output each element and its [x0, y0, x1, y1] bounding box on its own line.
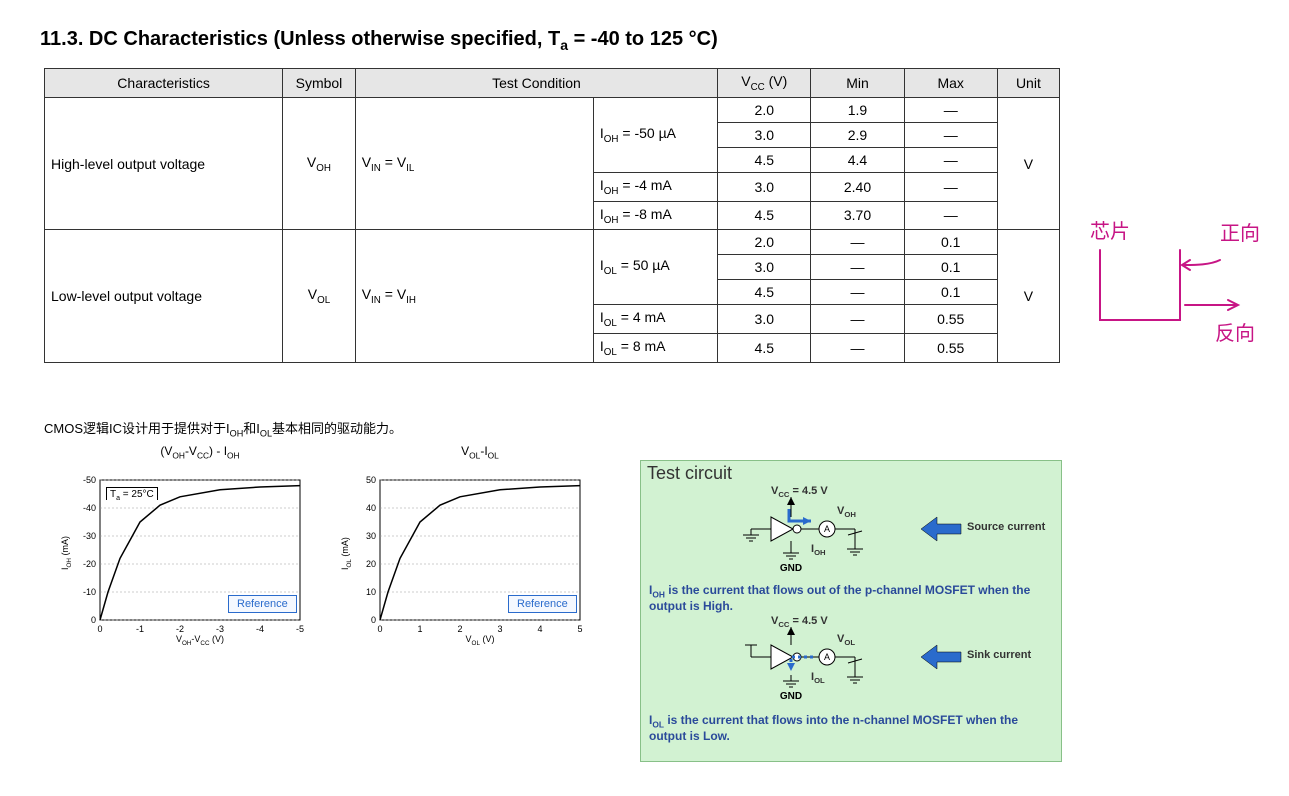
table-row: Low-level output voltageVOLVIN = VIHIOL … — [45, 230, 1060, 255]
cell-max: — — [904, 97, 997, 122]
cell-cond2: IOL = 4 mA — [593, 305, 717, 334]
svg-text:-30: -30 — [83, 531, 96, 541]
svg-text:-20: -20 — [83, 559, 96, 569]
svg-text:40: 40 — [366, 503, 376, 513]
table-header: Characteristics — [45, 69, 283, 98]
svg-text:GND: GND — [780, 563, 802, 574]
table-header: Unit — [997, 69, 1059, 98]
cell-min: — — [811, 255, 904, 280]
svg-text:-50: -50 — [83, 475, 96, 485]
cell-min: 4.4 — [811, 147, 904, 172]
svg-text:50: 50 — [366, 475, 376, 485]
cell-min: 1.9 — [811, 97, 904, 122]
svg-text:4: 4 — [537, 624, 542, 634]
cell-vcc: 3.0 — [718, 122, 811, 147]
cell-vcc: 3.0 — [718, 255, 811, 280]
svg-text:-2: -2 — [176, 624, 184, 634]
svg-text:1: 1 — [417, 624, 422, 634]
cell-min: — — [811, 334, 904, 363]
cell-characteristic: Low-level output voltage — [45, 230, 283, 363]
test-circuit-svg: VCC = 4.5 VAVOHIOHGNDSource currentIOH i… — [641, 461, 1061, 761]
cell-cond2: IOH = -4 mA — [593, 172, 717, 201]
cell-cond2: IOL = 8 mA — [593, 334, 717, 363]
table-header: VCC (V) — [718, 69, 811, 98]
svg-text:3: 3 — [497, 624, 502, 634]
chart-title: (VOH-VCC) - IOH — [100, 444, 300, 460]
cell-vcc: 4.5 — [718, 201, 811, 230]
cell-vcc: 4.5 — [718, 147, 811, 172]
cell-vcc: 3.0 — [718, 305, 811, 334]
dc-char-table: CharacteristicsSymbolTest ConditionVCC (… — [44, 68, 1060, 363]
svg-text:正向: 正向 — [1220, 222, 1260, 245]
svg-text:0: 0 — [377, 624, 382, 634]
table-header: Min — [811, 69, 904, 98]
cell-cond1: VIN = VIH — [355, 230, 593, 363]
section-heading: 11.3. DC Characteristics (Unless otherwi… — [40, 28, 718, 53]
cell-characteristic: High-level output voltage — [45, 97, 283, 230]
svg-text:-1: -1 — [136, 624, 144, 634]
svg-text:-5: -5 — [296, 624, 304, 634]
cell-vcc: 3.0 — [718, 172, 811, 201]
reference-button[interactable]: Reference — [228, 595, 297, 613]
cell-max: 0.55 — [904, 334, 997, 363]
svg-text:A: A — [824, 524, 830, 534]
chart-title: VOL-IOL — [380, 444, 580, 460]
cell-symbol: VOH — [283, 97, 356, 230]
svg-text:-10: -10 — [83, 587, 96, 597]
cell-cond2: IOH = -50 µA — [593, 97, 717, 172]
svg-text:反向: 反向 — [1215, 322, 1255, 345]
svg-text:GND: GND — [780, 691, 802, 702]
table-row: High-level output voltageVOHVIN = VILIOH… — [45, 97, 1060, 122]
hand-annotation: 芯片 正向反向 — [1070, 210, 1280, 370]
cell-max: — — [904, 147, 997, 172]
cell-unit: V — [997, 97, 1059, 230]
svg-text:-4: -4 — [256, 624, 264, 634]
cell-max: 0.1 — [904, 230, 997, 255]
svg-text:5: 5 — [577, 624, 582, 634]
svg-text:芯片: 芯片 — [1090, 220, 1130, 243]
cell-min: 2.9 — [811, 122, 904, 147]
cell-min: 2.40 — [811, 172, 904, 201]
cell-vcc: 2.0 — [718, 97, 811, 122]
table-header: Symbol — [283, 69, 356, 98]
cell-max: 0.55 — [904, 305, 997, 334]
chart-voh-ioh: (VOH-VCC) - IOH 0 -10 -20 -30 -40 -50 0 -1 -2 -3 -4… — [60, 444, 320, 650]
cell-max: — — [904, 172, 997, 201]
svg-text:10: 10 — [366, 587, 376, 597]
table-header: Test Condition — [355, 69, 717, 98]
svg-text:-40: -40 — [83, 503, 96, 513]
cell-min: — — [811, 280, 904, 305]
svg-text:A: A — [824, 652, 830, 662]
svg-text:2: 2 — [457, 624, 462, 634]
cell-min: 3.70 — [811, 201, 904, 230]
cell-vcc: 2.0 — [718, 230, 811, 255]
cell-max: — — [904, 122, 997, 147]
reference-button[interactable]: Reference — [508, 595, 577, 613]
cell-min: — — [811, 305, 904, 334]
cell-symbol: VOL — [283, 230, 356, 363]
svg-text:-3: -3 — [216, 624, 224, 634]
cell-max: — — [904, 201, 997, 230]
table-header: Max — [904, 69, 997, 98]
cell-unit: V — [997, 230, 1059, 363]
svg-text:0: 0 — [91, 615, 96, 625]
cell-max: 0.1 — [904, 280, 997, 305]
cell-cond1: VIN = VIL — [355, 97, 593, 230]
cell-cond2: IOL = 50 µA — [593, 230, 717, 305]
svg-text:0: 0 — [371, 615, 376, 625]
test-circuit-panel: Test circuit VCC = 4.5 VAVOHIOHGNDSource… — [640, 460, 1062, 762]
chart-vol-iol: VOL-IOL01020304050012345IOL (mA)VOL (V)R… — [340, 444, 600, 650]
cell-min: — — [811, 230, 904, 255]
svg-text:30: 30 — [366, 531, 376, 541]
svg-text:20: 20 — [366, 559, 376, 569]
cell-vcc: 4.5 — [718, 334, 811, 363]
cell-cond2: IOH = -8 mA — [593, 201, 717, 230]
test-circuit-title: Test circuit — [647, 463, 732, 484]
note-text: CMOS逻辑IC设计用于提供对于IOH和IOL基本相同的驱动能力。 — [44, 418, 402, 439]
svg-text:0: 0 — [97, 624, 102, 634]
cell-vcc: 4.5 — [718, 280, 811, 305]
cell-max: 0.1 — [904, 255, 997, 280]
